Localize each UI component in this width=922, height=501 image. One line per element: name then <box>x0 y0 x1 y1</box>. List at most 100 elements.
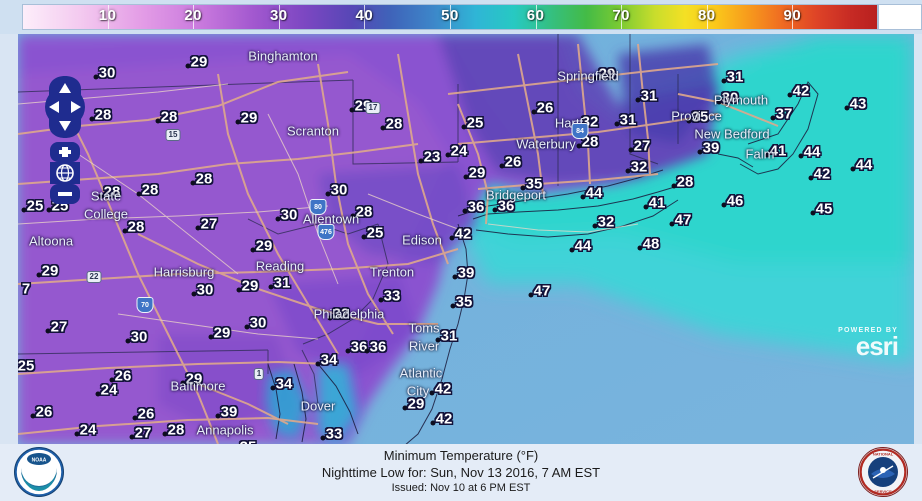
city-label: ce <box>708 108 722 124</box>
station-dot <box>162 431 168 437</box>
station-temperature-label: 42 <box>434 380 452 398</box>
station-temperature-label: 45 <box>815 200 833 218</box>
map-raster-layer <box>18 34 914 444</box>
station-dot <box>461 124 467 130</box>
station-dot <box>268 284 274 290</box>
station-temperature-label: 26 <box>504 153 522 171</box>
station-temperature-label: 41 <box>648 194 666 212</box>
station-dot <box>721 78 727 84</box>
station-dot <box>592 223 598 229</box>
station-dot <box>492 207 498 213</box>
legend-tick <box>193 5 195 29</box>
station-temperature-label: 29 <box>190 53 208 71</box>
station-temperature-label: 39 <box>702 139 720 157</box>
station-temperature-label: 33 <box>325 425 343 443</box>
map-navigation-control[interactable] <box>44 76 86 204</box>
station-dot <box>671 183 677 189</box>
station-temperature-label: 28 <box>581 133 599 151</box>
city-label: State <box>90 188 122 204</box>
city-label: Falm <box>745 146 775 162</box>
route-shield-icon: 22 <box>86 271 102 283</box>
station-temperature-label: 29 <box>407 395 425 413</box>
city-label: Baltimore <box>170 378 226 394</box>
legend-tick <box>706 5 708 29</box>
station-dot <box>462 208 468 214</box>
legend-tick <box>364 5 366 29</box>
station-dot <box>345 348 351 354</box>
interstate-shield-icon: 476 <box>317 224 335 240</box>
station-temperature-label: 26 <box>536 99 554 117</box>
station-dot <box>764 152 770 158</box>
legend-tick-label: 30 <box>269 7 288 24</box>
station-temperature-label: 34 <box>275 375 293 393</box>
station-dot <box>325 191 331 197</box>
station-dot <box>628 147 634 153</box>
route-shield-icon: 17 <box>365 102 381 114</box>
station-dot <box>364 348 370 354</box>
station-temperature-label: 39 <box>220 403 238 421</box>
station-temperature-label: 29 <box>41 262 59 280</box>
station-temperature-label: 35 <box>240 439 257 445</box>
station-temperature-label: 35 <box>691 108 709 126</box>
station-temperature-label: 31 <box>273 274 291 292</box>
station-dot <box>418 158 424 164</box>
station-temperature-label: 39 <box>457 264 475 282</box>
station-temperature-label: 46 <box>726 192 744 210</box>
station-temperature-label: 29 <box>240 109 258 127</box>
station-dot <box>402 405 408 411</box>
station-temperature-label: 36 <box>369 338 387 356</box>
station-temperature-label: 24 <box>100 381 118 399</box>
station-temperature-label: 30 <box>130 328 148 346</box>
station-temperature-label: 25 <box>466 114 484 132</box>
station-dot <box>625 168 631 174</box>
station-dot <box>215 413 221 419</box>
station-dot <box>275 216 281 222</box>
legend-tick-label: 80 <box>697 7 716 24</box>
station-temperature-label: 31 <box>619 111 637 129</box>
station-dot <box>787 92 793 98</box>
pan-pad[interactable] <box>44 76 86 138</box>
station-dot <box>208 334 214 340</box>
station-temperature-label: 29 <box>185 370 203 388</box>
station-temperature-label: 36 <box>350 338 368 356</box>
station-temperature-label: 30 <box>249 314 267 332</box>
city-label: Annapolis <box>196 422 254 438</box>
temperature-map[interactable]: 30 28 29 28 29 28 25 25 28 28 27 30 29 29 7 30 29 31 27 30 2… <box>18 34 914 444</box>
station-temperature-label: 28 <box>195 170 213 188</box>
station-temperature-label: 25 <box>366 224 384 242</box>
station-temperature-label: 27 <box>50 318 68 336</box>
station-dot <box>327 315 333 321</box>
station-dot <box>190 180 196 186</box>
station-dot <box>244 324 250 330</box>
station-dot <box>236 287 242 293</box>
station-temperature-label: 47 <box>674 211 692 229</box>
station-temperature-label: 31 <box>440 327 458 345</box>
station-temperature-label: 23 <box>423 148 441 166</box>
station-dot <box>320 435 326 441</box>
station-temperature-label: 44 <box>585 184 603 202</box>
interstate-shield-icon: 84 <box>571 123 589 139</box>
station-temperature-label: 44 <box>855 156 873 174</box>
zoom-control[interactable] <box>50 142 80 204</box>
svg-text:SERVICE: SERVICE <box>874 489 892 494</box>
station-dot <box>180 380 186 386</box>
esri-logo-text: esri <box>855 331 899 361</box>
city-label: Atlantic <box>399 365 443 381</box>
nws-logo-icon: NATIONAL SERVICE <box>859 448 907 496</box>
city-label: Waterbury <box>516 136 576 152</box>
station-temperature-label: 29 <box>255 237 273 255</box>
station-dot <box>132 415 138 421</box>
station-temperature-label: 43 <box>849 95 867 113</box>
city-label: Toms <box>408 320 440 336</box>
color-legend-end-cap <box>878 4 922 30</box>
interstate-shield-icon: 70 <box>136 297 154 313</box>
station-dot <box>452 274 458 280</box>
city-label: Harrisburg <box>153 264 215 280</box>
legend-tick <box>450 5 451 29</box>
noaa-logo: NOAA <box>14 447 64 497</box>
noaa-logo-icon: NOAA <box>15 448 63 496</box>
station-dot <box>349 107 355 113</box>
station-temperature-label: 30 <box>721 89 739 107</box>
station-temperature-label: 35 <box>525 175 543 193</box>
